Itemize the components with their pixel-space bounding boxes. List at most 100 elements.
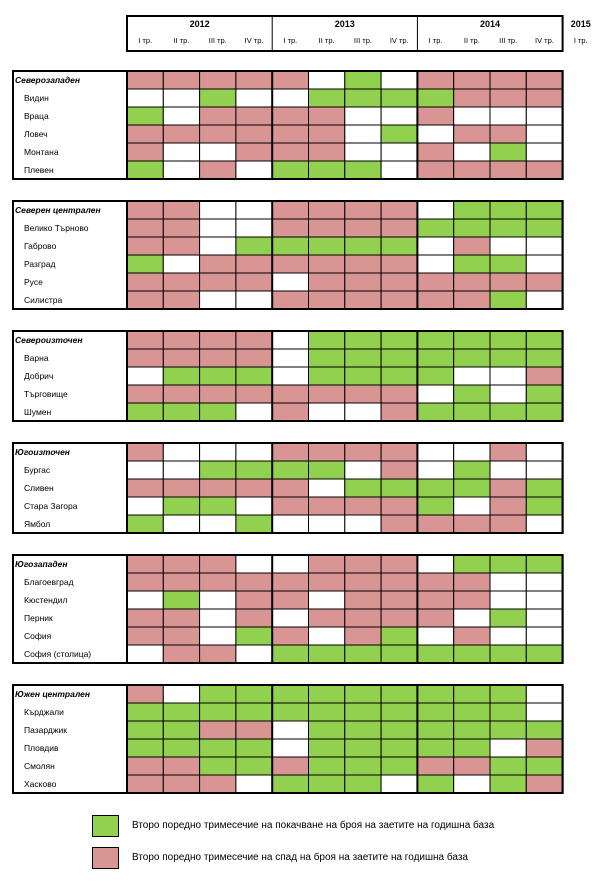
heatmap-cell <box>271 70 310 90</box>
heatmap-cell <box>525 572 564 592</box>
heatmap-cell <box>416 608 455 628</box>
heatmap-cell <box>235 272 273 292</box>
heatmap-cell <box>126 124 164 144</box>
heatmap-cell <box>416 218 455 238</box>
district-label: Габрово <box>24 241 57 251</box>
heatmap-cell <box>235 774 273 794</box>
header-quarter: III тр. <box>354 36 372 45</box>
heatmap-cell <box>199 720 237 740</box>
header-quarter: I тр. <box>138 36 152 45</box>
heatmap-cell <box>126 608 164 628</box>
heatmap-cell <box>308 124 346 144</box>
heatmap-cell <box>199 442 237 462</box>
district-label: Ловеч <box>24 129 48 139</box>
heatmap-cell <box>416 478 455 498</box>
district-label: Смолян <box>24 761 55 771</box>
heatmap-cell <box>162 272 201 292</box>
heatmap-cell <box>199 402 237 422</box>
heatmap-cell <box>308 254 346 274</box>
region-label: Северозападен <box>15 75 80 85</box>
heatmap-cell <box>162 572 201 592</box>
heatmap-cell <box>126 254 164 274</box>
district-label: Варна <box>24 353 49 363</box>
heatmap-cell <box>235 236 273 256</box>
district-label: Разград <box>24 259 55 269</box>
heatmap-cell <box>453 554 491 574</box>
heatmap-cell <box>489 348 527 368</box>
heatmap-cell <box>162 330 201 350</box>
heatmap-cell <box>308 106 346 126</box>
heatmap-cell <box>126 478 164 498</box>
heatmap-cell <box>271 290 310 310</box>
heatmap-cell <box>199 330 237 350</box>
heatmap-cell <box>308 442 346 462</box>
heatmap-cell <box>453 496 491 516</box>
heatmap-cell <box>162 608 201 628</box>
heatmap-cell <box>162 442 201 462</box>
heatmap-cell <box>525 254 564 274</box>
heatmap-cell <box>489 720 527 740</box>
heatmap-cell <box>416 88 455 108</box>
heatmap-cell <box>344 366 382 386</box>
heatmap-cell <box>199 142 237 162</box>
heatmap-cell <box>308 554 346 574</box>
heatmap-cell <box>199 554 237 574</box>
heatmap-cell <box>162 720 201 740</box>
heatmap-cell <box>453 460 491 480</box>
heatmap-cell <box>126 160 164 180</box>
district-label: Шумен <box>24 407 52 417</box>
heatmap-cell <box>453 590 491 610</box>
heatmap-cell <box>489 254 527 274</box>
heatmap-cell <box>416 720 455 740</box>
heatmap-cell <box>344 330 382 350</box>
heatmap-cell <box>344 608 382 628</box>
heatmap-cell <box>162 160 201 180</box>
heatmap-cell <box>489 272 527 292</box>
heatmap-cell <box>453 702 491 722</box>
heatmap-cell <box>380 590 418 610</box>
heatmap-cell <box>308 774 346 794</box>
group-label-frame <box>12 554 128 664</box>
heatmap-cell <box>271 554 310 574</box>
heatmap-cell <box>380 756 418 776</box>
heatmap-cell <box>453 626 491 646</box>
heatmap-cell <box>162 366 201 386</box>
heatmap-cell <box>162 70 201 90</box>
heatmap-cell <box>308 702 346 722</box>
legend-swatch-up <box>92 815 119 837</box>
heatmap-cell <box>489 514 527 534</box>
heatmap-cell <box>453 70 491 90</box>
heatmap-cell <box>380 70 418 90</box>
heatmap-cell <box>162 774 201 794</box>
heatmap-cell <box>199 88 237 108</box>
heatmap-cell <box>525 402 564 422</box>
heatmap-cell <box>126 330 164 350</box>
heatmap-cell <box>344 460 382 480</box>
district-label: Видин <box>24 93 49 103</box>
heatmap-cell <box>199 608 237 628</box>
heatmap-cell <box>199 684 237 704</box>
header-quarter: II тр. <box>464 36 480 45</box>
heatmap-cell <box>380 160 418 180</box>
heatmap-cell <box>126 70 164 90</box>
heatmap-cell <box>453 330 491 350</box>
heatmap-cell <box>344 514 382 534</box>
heatmap-cell <box>199 106 237 126</box>
heatmap-cell <box>489 756 527 776</box>
heatmap-cell <box>162 142 201 162</box>
heatmap-cell <box>525 384 564 404</box>
heatmap-cell <box>126 366 164 386</box>
district-label: Хасково <box>24 779 57 789</box>
heatmap-cell <box>380 124 418 144</box>
heatmap-cell <box>380 254 418 274</box>
heatmap-cell <box>344 756 382 776</box>
heatmap-cell <box>308 290 346 310</box>
heatmap-cell <box>489 738 527 758</box>
heatmap-cell <box>416 626 455 646</box>
group-label-frame <box>12 684 128 794</box>
heatmap-cell <box>235 572 273 592</box>
heatmap-cell <box>308 70 346 90</box>
heatmap-cell <box>525 348 564 368</box>
heatmap-cell <box>271 88 310 108</box>
heatmap-cell <box>162 644 201 664</box>
